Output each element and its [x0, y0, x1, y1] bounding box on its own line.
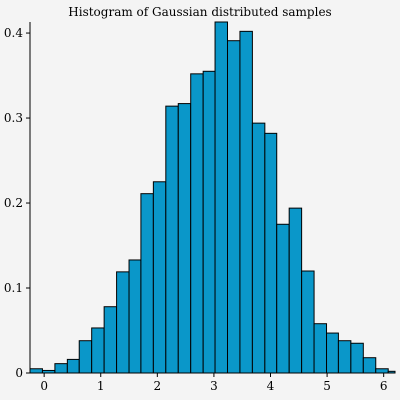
y-tick-label-4: 0.4 — [4, 26, 23, 40]
histogram-bar-22 — [301, 270, 315, 374]
histogram-bar-19 — [264, 132, 278, 374]
chart-title: Histogram of Gaussian distributed sample… — [68, 5, 331, 19]
x-tick-label-5: 5 — [323, 379, 331, 393]
histogram-bar-12 — [177, 103, 192, 374]
histogram-bar-13 — [190, 73, 204, 374]
histogram-bar-0 — [29, 368, 43, 374]
x-tick-label-6: 6 — [380, 379, 388, 393]
y-tick-label-1: 0.1 — [4, 281, 23, 295]
histogram-bar-9 — [140, 193, 154, 374]
histogram-bar-23 — [313, 323, 328, 374]
x-tick-label-2: 2 — [154, 379, 162, 393]
histogram-bar-16 — [226, 40, 241, 374]
histogram-bar-10 — [152, 181, 167, 374]
histogram-bar-27 — [362, 357, 377, 374]
histogram-bar-28 — [375, 368, 389, 374]
histogram-bar-8 — [128, 259, 142, 374]
histogram-bar-21 — [288, 207, 303, 374]
histogram-bar-18 — [251, 122, 266, 374]
histogram-bar-17 — [239, 30, 253, 374]
histogram-bar-26 — [350, 342, 364, 374]
histogram-bar-20 — [276, 223, 290, 374]
y-tick-label-0: 0 — [15, 366, 23, 380]
histogram-bar-3 — [66, 358, 80, 374]
x-tick-label-1: 1 — [97, 379, 105, 393]
y-tick-label-3: 0.3 — [4, 111, 23, 125]
histogram-bar-4 — [78, 340, 93, 374]
histogram-bar-25 — [337, 340, 352, 374]
histogram-bar-14 — [202, 70, 216, 374]
histogram-bar-24 — [326, 332, 339, 374]
bars-group — [29, 21, 396, 374]
histogram-bar-5 — [91, 327, 105, 374]
x-tick-label-3: 3 — [210, 379, 218, 393]
histogram-bar-15 — [214, 21, 228, 374]
histogram-bar-7 — [116, 271, 130, 374]
x-tick-label-0: 0 — [40, 379, 48, 393]
histogram-bar-2 — [54, 363, 68, 374]
histogram-bar-11 — [165, 105, 179, 374]
axes-group: 0 1 2 3 4 5 6 0 0.1 0.2 0.3 0.4 — [4, 22, 395, 393]
histogram-bar-6 — [103, 306, 118, 374]
x-tick-label-4: 4 — [267, 379, 275, 393]
y-tick-label-2: 0.2 — [4, 196, 23, 210]
